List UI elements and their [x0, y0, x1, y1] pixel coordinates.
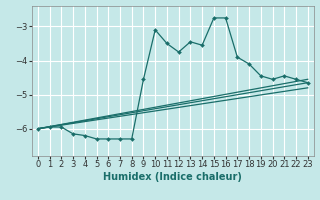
X-axis label: Humidex (Indice chaleur): Humidex (Indice chaleur): [103, 172, 242, 182]
